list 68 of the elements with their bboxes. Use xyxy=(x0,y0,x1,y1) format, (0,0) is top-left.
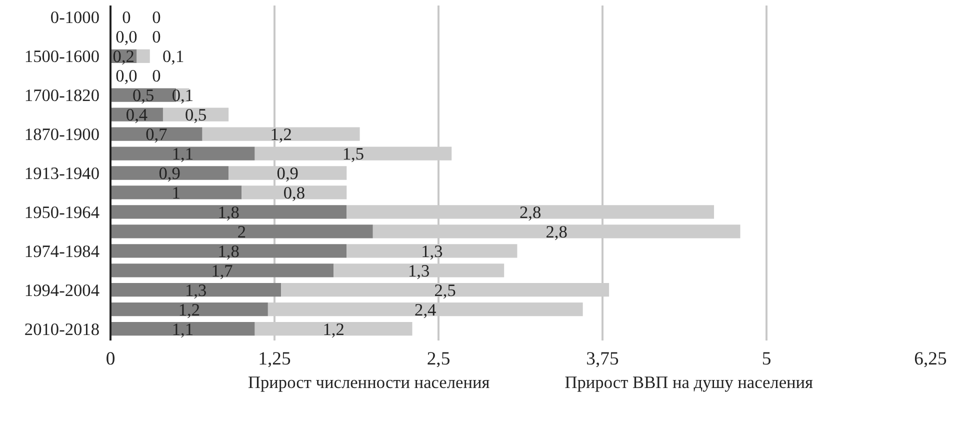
y-tick-label: 1500-1600 xyxy=(24,47,100,66)
data-label: 0,0 xyxy=(116,66,138,86)
data-label: 1,3 xyxy=(184,280,207,300)
x-tick-label: 5 xyxy=(762,348,772,370)
bar xyxy=(110,302,268,316)
data-label: 0 xyxy=(122,8,131,28)
x-tick-label: 0 xyxy=(106,348,116,370)
data-label: 1,8 xyxy=(218,202,240,222)
data-label: 0,0 xyxy=(116,28,138,47)
bar xyxy=(372,224,740,238)
y-tick-label: 1870-1900 xyxy=(24,125,100,144)
data-label: 0,9 xyxy=(276,164,298,183)
data-label: 1 xyxy=(172,183,180,202)
data-label: 2,4 xyxy=(414,300,437,320)
data-label: 0,4 xyxy=(126,106,148,125)
data-label: 1,2 xyxy=(270,125,292,144)
text: Прирост ВВП на душу населения xyxy=(564,373,814,393)
data-label: 1,8 xyxy=(218,242,240,261)
x-tick-label: 2,5 xyxy=(426,348,450,370)
bar xyxy=(110,244,347,258)
y-tick-label: 1974-1984 xyxy=(24,242,100,261)
bar xyxy=(346,244,518,258)
bar xyxy=(110,283,282,297)
y-tick-label: 2010-2018 xyxy=(24,320,100,339)
data-label: 0,1 xyxy=(162,47,184,66)
bar xyxy=(110,166,229,180)
data-label: 1,5 xyxy=(342,144,364,164)
bar xyxy=(334,264,504,278)
bar xyxy=(110,186,242,200)
bar xyxy=(110,205,347,219)
y-tick-label: 1700-1820 xyxy=(24,86,100,106)
y-tick-label: 1913-1940 xyxy=(24,164,100,183)
bar xyxy=(110,264,334,278)
bar xyxy=(136,49,150,63)
y-tick-label: 1950-1964 xyxy=(24,202,100,222)
bar xyxy=(110,146,255,160)
data-label: 0,1 xyxy=(172,86,194,106)
data-label: 1,1 xyxy=(172,144,194,164)
text: Прирост численности населения xyxy=(248,373,490,393)
y-tick-label: 0-1000 xyxy=(50,8,100,28)
data-label: 2,8 xyxy=(546,222,568,242)
x-tick-label: 6,25 xyxy=(914,348,947,370)
bar xyxy=(346,205,714,219)
y-tick-label: 1994-2004 xyxy=(24,280,100,300)
data-label: 0 xyxy=(152,66,161,86)
data-label: 0 xyxy=(152,28,161,47)
data-label: 0,5 xyxy=(132,86,154,106)
data-label: 2,5 xyxy=(434,280,456,300)
bar xyxy=(110,322,255,336)
data-label: 0,9 xyxy=(158,164,180,183)
data-label: 2,8 xyxy=(520,202,542,222)
data-label: 0,5 xyxy=(184,106,207,125)
data-label: 0,7 xyxy=(146,125,168,144)
data-label: 1,1 xyxy=(172,320,194,339)
data-label: 1,3 xyxy=(408,261,430,280)
data-label: 1,2 xyxy=(322,320,344,339)
x-tick-label: 3,75 xyxy=(586,348,619,370)
data-label: 0,8 xyxy=(283,183,306,202)
bar xyxy=(281,283,610,297)
bar xyxy=(110,224,373,238)
data-label: 1,7 xyxy=(211,261,234,280)
data-label: 0,2 xyxy=(112,47,134,66)
data-label: 1,2 xyxy=(178,300,200,320)
data-label: 0 xyxy=(152,8,161,28)
x-tick-label: 1,25 xyxy=(258,348,291,370)
data-label: 1,3 xyxy=(421,242,443,261)
bar xyxy=(110,127,202,141)
data-label: 2 xyxy=(237,222,246,242)
